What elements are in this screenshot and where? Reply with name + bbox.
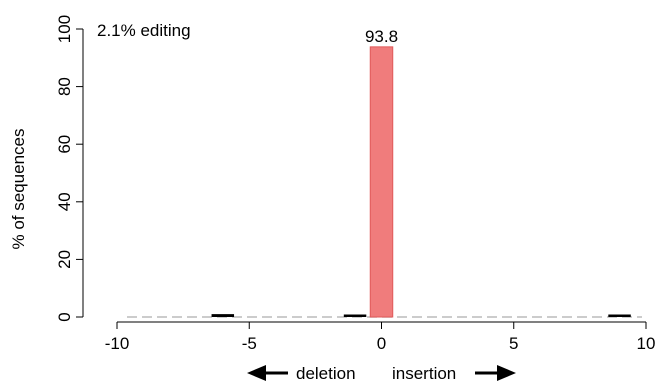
editing-annotation: 2.1% editing: [97, 21, 191, 40]
left-arrow-icon: [247, 365, 288, 381]
y-axis-label: % of sequences: [9, 129, 28, 250]
x-axis: -10 -5 0 5 10: [105, 321, 656, 353]
x-tick-label-0: 0: [377, 334, 386, 353]
right-arrow-icon: [475, 365, 516, 381]
x-tick-label--10: -10: [105, 334, 130, 353]
y-tick-label-60: 60: [55, 135, 74, 154]
bar--1: [343, 314, 367, 317]
plot-area: 93.8: [127, 27, 642, 318]
deletion-label: deletion: [296, 364, 356, 383]
bar-0: [369, 46, 394, 318]
bar--6: [211, 314, 235, 317]
y-tick-label-0: 0: [55, 312, 74, 321]
bar-labels-group: 93.8: [365, 27, 398, 46]
x-tick-label--5: -5: [242, 334, 257, 353]
y-tick-label-40: 40: [55, 192, 74, 211]
bar-9: [608, 314, 631, 317]
bars-group: [211, 46, 631, 318]
x-tick-label-5: 5: [509, 334, 518, 353]
bar-value-label-0: 93.8: [365, 27, 398, 46]
x-tick-label-10: 10: [637, 334, 656, 353]
y-tick-label-80: 80: [55, 77, 74, 96]
direction-legend: deletion insertion: [247, 364, 516, 383]
y-axis: 0 20 40 60 80 100: [55, 15, 84, 322]
insertion-label: insertion: [392, 364, 456, 383]
x-ticks-group: -10 -5 0 5 10: [105, 322, 656, 353]
y-tick-label-100: 100: [55, 15, 74, 43]
y-tick-label-20: 20: [55, 250, 74, 269]
y-ticks-group: 0 20 40 60 80 100: [55, 15, 83, 322]
